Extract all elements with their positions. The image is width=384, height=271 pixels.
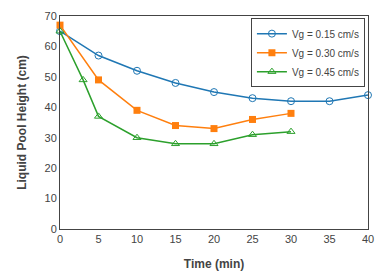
svg-text:30: 30	[45, 132, 57, 144]
svg-text:Liquid Pool Height (cm): Liquid Pool Height (cm)	[15, 55, 29, 190]
svg-text:40: 40	[362, 233, 374, 245]
svg-text:10: 10	[45, 192, 57, 204]
svg-text:35: 35	[323, 233, 335, 245]
svg-text:20: 20	[208, 233, 220, 245]
svg-text:0: 0	[51, 223, 57, 235]
svg-text:5: 5	[95, 233, 101, 245]
svg-text:15: 15	[169, 233, 181, 245]
svg-text:0: 0	[57, 233, 63, 245]
svg-text:Vg = 0.15 cm/s: Vg = 0.15 cm/s	[292, 29, 359, 40]
svg-text:40: 40	[45, 101, 57, 113]
svg-text:50: 50	[45, 71, 57, 83]
svg-text:Vg = 0.45 cm/s: Vg = 0.45 cm/s	[292, 67, 359, 78]
svg-text:60: 60	[45, 40, 57, 52]
svg-text:Time (min): Time (min)	[184, 257, 244, 271]
svg-text:Vg = 0.30 cm/s: Vg = 0.30 cm/s	[292, 48, 359, 59]
svg-text:70: 70	[45, 10, 57, 22]
svg-text:20: 20	[45, 162, 57, 174]
svg-text:30: 30	[285, 233, 297, 245]
svg-text:10: 10	[131, 233, 143, 245]
svg-text:25: 25	[246, 233, 258, 245]
